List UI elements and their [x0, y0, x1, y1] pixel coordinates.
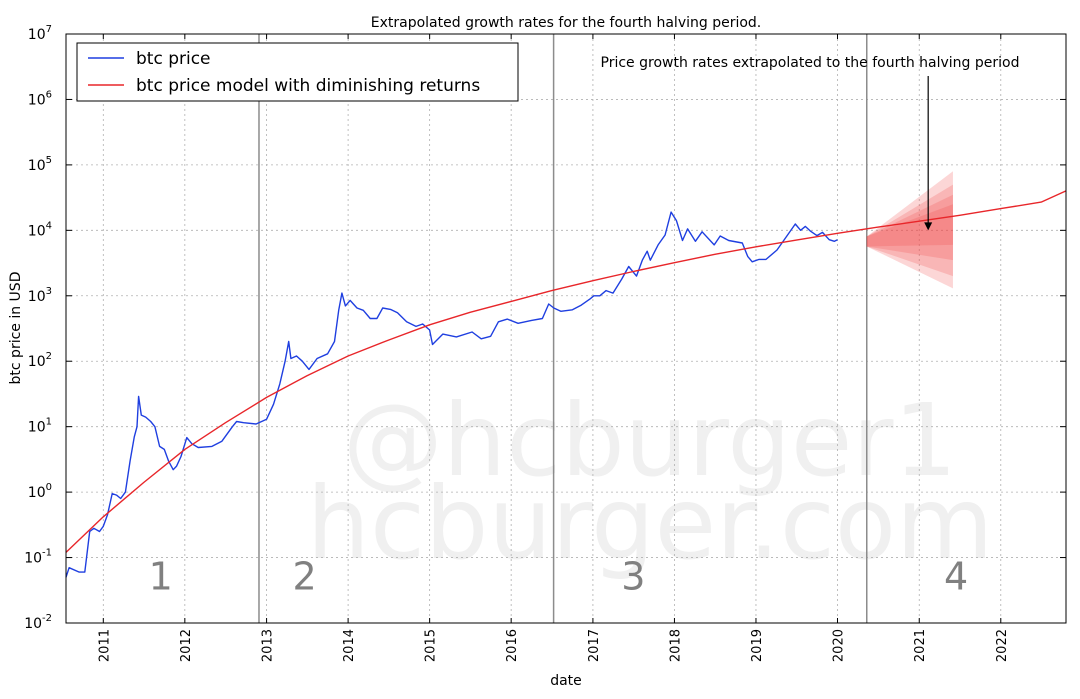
x-tick-label: 2022 [995, 629, 1010, 662]
y-tick-label: 102 [28, 351, 52, 370]
x-tick-label: 2017 [587, 629, 602, 662]
x-tick-label: 2011 [97, 629, 112, 662]
x-tick-label: 2014 [342, 629, 357, 662]
legend-label: btc price [136, 49, 211, 69]
extrapolation-band [866, 184, 953, 277]
annotation: Price growth rates extrapolated to the f… [601, 55, 1020, 231]
halving-lines [258, 34, 868, 623]
x-tick-label: 2016 [505, 629, 520, 662]
annotation-arrow-head [924, 222, 933, 231]
y-axis-label: btc price in USD [8, 272, 24, 385]
legend: btc price btc price model with diminishin… [76, 42, 519, 102]
watermark-handle: @hcburger1 [343, 382, 957, 499]
x-tick-label: 2013 [261, 629, 276, 662]
y-tick-label: 10-2 [24, 613, 52, 632]
y-tick-label: 104 [28, 220, 52, 239]
x-tick-label: 2020 [831, 629, 846, 662]
series [65, 190, 1067, 578]
period-label: 3 [621, 554, 645, 598]
period-labels: 1 2 3 4 [149, 554, 969, 598]
extrapolation-band [866, 194, 953, 261]
y-tick-label: 101 [28, 417, 52, 436]
model-line [65, 190, 1067, 553]
x-ticks: 2011 2012 2013 2014 2015 2016 2017 2018 2019 2020… [97, 34, 1010, 662]
y-tick-label: 10-1 [24, 548, 52, 567]
watermark-site: hcburger.com [307, 465, 994, 582]
y-tick-label: 105 [28, 155, 52, 174]
y-tick-label: 103 [28, 286, 52, 305]
x-axis-label: date [550, 673, 582, 689]
x-tick-label: 2018 [668, 629, 683, 662]
x-tick-label: 2019 [750, 629, 765, 662]
extrapolation-fan [866, 171, 953, 289]
legend-box [76, 42, 519, 102]
y-tick-label: 100 [28, 482, 52, 501]
legend-label: btc price model with diminishing returns [136, 76, 480, 96]
period-label: 4 [944, 554, 968, 598]
extrapolation-band [866, 204, 953, 247]
x-tick-label: 2021 [913, 629, 928, 662]
btc-price-line [65, 211, 838, 578]
y-tick-label: 107 [28, 24, 52, 43]
chart-title: Extrapolated growth rates for the fourth… [371, 15, 762, 31]
extrapolation-band [866, 171, 953, 289]
x-tick-label: 2012 [179, 629, 194, 662]
period-label: 1 [149, 554, 173, 598]
plot-frame [65, 33, 1067, 624]
x-tick-label: 2015 [424, 629, 439, 662]
period-label: 2 [292, 554, 316, 598]
y-tick-label: 106 [28, 89, 52, 108]
annotation-text: Price growth rates extrapolated to the f… [601, 55, 1020, 71]
